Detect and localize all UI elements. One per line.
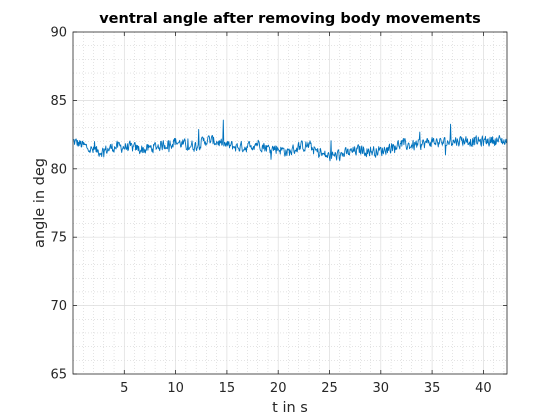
x-tick-label: 10: [167, 381, 184, 396]
x-tick-label: 25: [321, 381, 338, 396]
plot-frame: [72, 31, 508, 375]
plot-background: [73, 32, 507, 374]
x-axis-label: t in s: [272, 400, 308, 416]
x-tick-label: 15: [219, 381, 236, 396]
x-tick-label: 35: [424, 381, 441, 396]
y-tick-label: 75: [50, 231, 67, 246]
x-tick-label: 20: [270, 381, 287, 396]
minor-grid: [73, 32, 507, 374]
x-tick-label: 40: [475, 381, 492, 396]
x-tick-label: 30: [373, 381, 390, 396]
axis-ticks: [73, 31, 507, 375]
major-grid: [73, 32, 507, 374]
chart-title: ventral angle after removing body moveme…: [99, 11, 481, 27]
x-tick-label: 5: [120, 381, 128, 396]
y-tick-label: 80: [50, 162, 67, 177]
y-tick-label: 65: [50, 368, 67, 383]
y-axis-label: angle in deg: [32, 158, 48, 248]
series-line: [72, 119, 508, 162]
series-group: [72, 119, 508, 162]
tick-labels: 5 10 15 20 25 30 35 40 65 70 75 80 85 90: [50, 26, 491, 397]
y-tick-label: 90: [50, 26, 67, 41]
y-tick-label: 70: [50, 299, 67, 314]
y-tick-label: 85: [50, 94, 67, 109]
